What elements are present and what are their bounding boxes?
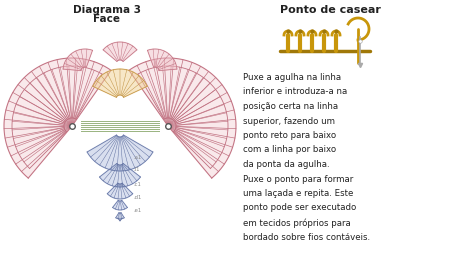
Text: com a linha por baixo: com a linha por baixo [242, 146, 336, 154]
Text: ponto reto para baixo: ponto reto para baixo [242, 131, 336, 140]
Text: Face: Face [93, 14, 120, 24]
Text: uma laçada e repita. Este: uma laçada e repita. Este [242, 189, 353, 198]
Text: Ponto de casear: Ponto de casear [279, 5, 380, 15]
Polygon shape [129, 58, 235, 178]
Text: .c1: .c1 [133, 182, 140, 187]
Polygon shape [4, 58, 111, 178]
Text: .a1: .a1 [133, 155, 141, 160]
Text: posição certa na linha: posição certa na linha [242, 102, 337, 111]
Polygon shape [103, 42, 137, 62]
Text: Puxe o ponto para formar: Puxe o ponto para formar [242, 175, 353, 183]
Polygon shape [107, 183, 133, 199]
Text: bordado sobre fios contáveis.: bordado sobre fios contáveis. [242, 233, 369, 241]
Polygon shape [147, 49, 177, 71]
Text: ponto pode ser executado: ponto pode ser executado [242, 204, 355, 212]
Polygon shape [112, 200, 127, 210]
Polygon shape [93, 69, 147, 97]
Text: da ponta da agulha.: da ponta da agulha. [242, 160, 329, 169]
Polygon shape [63, 49, 92, 71]
Text: em tecidos próprios para: em tecidos próprios para [242, 218, 350, 227]
Text: .d1: .d1 [133, 195, 141, 200]
Polygon shape [87, 135, 152, 171]
Text: Puxe a agulha na linha: Puxe a agulha na linha [242, 73, 341, 82]
Text: Diagrama 3: Diagrama 3 [73, 5, 141, 15]
Text: inferior e introduza-a na: inferior e introduza-a na [242, 88, 347, 96]
Text: .l1: .l1 [133, 167, 139, 172]
Text: .e1: .e1 [133, 208, 141, 213]
Polygon shape [99, 163, 140, 187]
Polygon shape [116, 213, 124, 219]
Text: superior, fazendo um: superior, fazendo um [242, 117, 334, 125]
